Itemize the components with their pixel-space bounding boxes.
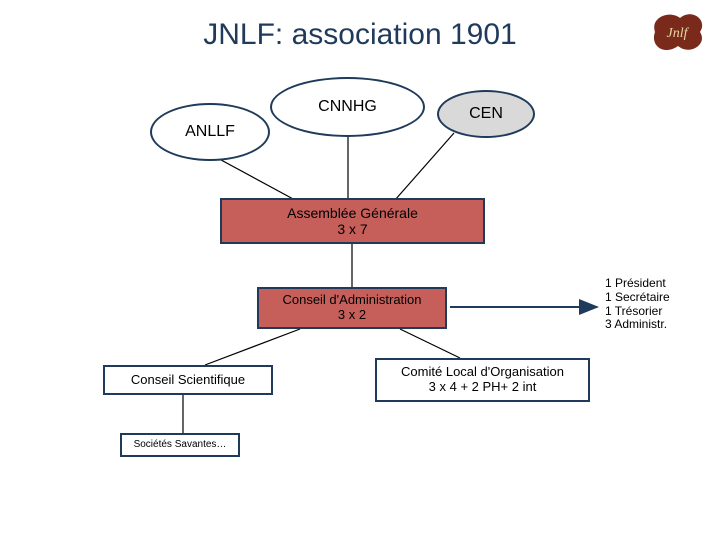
node-comite-local: Comité Local d'Organisation 3 x 4 + 2 PH… xyxy=(375,358,590,402)
jnlf-logo: Jnlf xyxy=(650,12,705,52)
connector-line xyxy=(210,154,295,200)
node-cs-label: Conseil Scientifique xyxy=(131,373,245,388)
node-anllf-label: ANLLF xyxy=(185,123,235,141)
node-ss-label: Sociétés Savantes… xyxy=(134,439,227,451)
node-ag-line1: Assemblée Générale xyxy=(287,205,418,221)
node-clo-line2: 3 x 4 + 2 PH+ 2 int xyxy=(429,380,537,395)
node-societes-savantes: Sociétés Savantes… xyxy=(120,433,240,457)
logo-text: Jnlf xyxy=(667,26,690,41)
logo-blob-icon: Jnlf xyxy=(650,12,705,52)
node-cen-label: CEN xyxy=(469,105,503,123)
node-cnnhg: CNNHG xyxy=(270,77,425,137)
diagram-stage: JNLF: association 1901 Jnlf ANLLF CNNHG … xyxy=(0,0,720,540)
officers-line: 3 Administr. xyxy=(605,318,670,332)
node-anllf: ANLLF xyxy=(150,103,270,161)
node-cnnhg-label: CNNHG xyxy=(318,98,377,116)
officers-list: 1 Président 1 Secrétaire 1 Trésorier 3 A… xyxy=(605,277,670,332)
node-ca-line1: Conseil d'Administration xyxy=(282,293,421,308)
connector-line xyxy=(205,329,300,365)
node-assemblee-generale: Assemblée Générale 3 x 7 xyxy=(220,198,485,244)
connector-line xyxy=(395,133,454,200)
node-clo-line1: Comité Local d'Organisation xyxy=(401,365,564,380)
officers-line: 1 Président xyxy=(605,277,670,291)
node-conseil-administration: Conseil d'Administration 3 x 2 xyxy=(257,287,447,329)
officers-line: 1 Trésorier xyxy=(605,305,670,319)
connector-line xyxy=(400,329,460,358)
node-cen: CEN xyxy=(437,90,535,138)
page-title: JNLF: association 1901 xyxy=(0,18,720,52)
officers-line: 1 Secrétaire xyxy=(605,291,670,305)
node-conseil-scientifique: Conseil Scientifique xyxy=(103,365,273,395)
node-ag-line2: 3 x 7 xyxy=(337,221,367,237)
node-ca-line2: 3 x 2 xyxy=(338,308,366,323)
